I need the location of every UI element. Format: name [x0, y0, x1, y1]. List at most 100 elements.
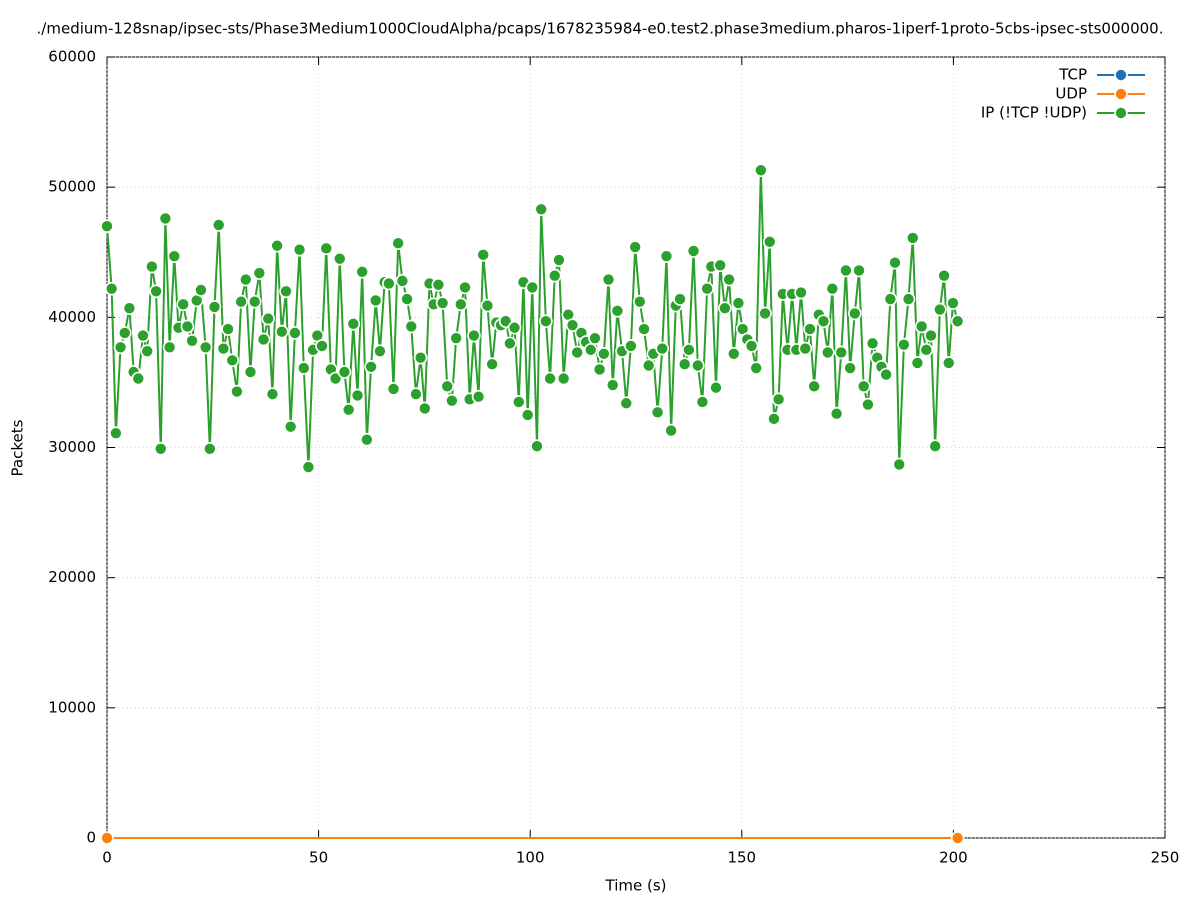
- data-point: [198, 340, 213, 355]
- data-point: [695, 395, 710, 409]
- data-point: [247, 294, 262, 309]
- data-point: [167, 249, 182, 263]
- data-point: [234, 294, 248, 309]
- data-point: [655, 341, 670, 356]
- x-tick-label: 200: [939, 849, 968, 867]
- data-point: [825, 281, 840, 296]
- data-point: [203, 442, 217, 456]
- y-tick-label: 30000: [48, 438, 96, 456]
- data-point: [109, 426, 123, 440]
- series-line: [106, 170, 959, 468]
- data-point: [767, 412, 781, 426]
- x-tick-label: 0: [102, 849, 112, 867]
- data-point: [633, 294, 647, 309]
- data-point: [207, 300, 222, 314]
- data-point: [534, 202, 549, 217]
- data-point: [100, 831, 114, 845]
- data-point: [418, 401, 432, 416]
- data-point: [355, 264, 369, 279]
- data-point: [136, 328, 150, 343]
- data-point: [449, 331, 463, 345]
- data-point: [709, 380, 723, 395]
- data-point: [807, 379, 821, 394]
- data-point: [865, 336, 880, 351]
- data-point: [597, 346, 611, 361]
- data-point: [440, 379, 455, 394]
- data-point: [713, 258, 728, 273]
- data-point: [659, 249, 674, 263]
- data-point: [664, 423, 678, 438]
- legend-label: UDP: [1055, 85, 1087, 103]
- data-point: [194, 283, 208, 297]
- data-point: [883, 292, 898, 306]
- y-tick-label: 10000: [48, 698, 96, 716]
- data-point: [409, 387, 423, 401]
- data-point: [243, 365, 258, 379]
- data-point: [530, 439, 544, 453]
- data-point: [650, 405, 665, 420]
- data-point: [319, 241, 334, 256]
- data-point: [583, 343, 598, 357]
- data-point: [686, 244, 701, 258]
- data-point: [624, 339, 638, 353]
- data-point: [803, 322, 817, 336]
- data-point: [726, 346, 741, 361]
- data-point: [332, 251, 347, 266]
- data-point: [758, 306, 772, 321]
- data-point: [364, 359, 378, 374]
- legend-label: IP (!TCP !UDP): [981, 104, 1087, 122]
- data-point: [919, 343, 934, 357]
- data-point: [588, 331, 602, 345]
- data-point: [498, 314, 513, 329]
- data-point: [888, 255, 902, 270]
- data-point: [879, 367, 893, 382]
- data-point: [341, 402, 356, 417]
- data-point: [252, 266, 267, 280]
- data-point: [131, 371, 146, 386]
- data-point: [754, 163, 768, 178]
- data-point: [140, 344, 155, 358]
- data-point: [718, 301, 732, 316]
- data-point: [503, 336, 517, 351]
- data-point: [637, 322, 651, 336]
- data-point: [839, 263, 853, 278]
- data-point: [261, 311, 276, 326]
- data-point: [731, 296, 746, 310]
- data-point: [794, 285, 808, 300]
- data-point: [924, 328, 938, 343]
- data-point: [749, 361, 763, 375]
- data-point: [100, 219, 114, 234]
- data-point: [315, 339, 329, 353]
- data-point: [771, 392, 786, 407]
- data-point: [221, 322, 235, 336]
- data-point: [162, 340, 177, 355]
- data-point: [861, 397, 875, 412]
- data-point: [230, 384, 244, 399]
- data-point: [404, 319, 419, 334]
- data-point: [892, 457, 907, 472]
- data-point: [565, 318, 580, 332]
- legend-marker: [1114, 68, 1128, 82]
- data-point: [476, 248, 491, 262]
- y-tick-label: 20000: [48, 568, 96, 586]
- x-axis-label: Time (s): [605, 877, 667, 895]
- data-point: [485, 357, 499, 371]
- data-point: [552, 253, 566, 267]
- data-point: [176, 297, 190, 312]
- data-point: [525, 280, 540, 295]
- data-point: [641, 358, 656, 373]
- data-point: [901, 292, 916, 306]
- data-point: [467, 328, 481, 343]
- data-point: [225, 353, 240, 368]
- data-point: [933, 302, 947, 317]
- data-point: [153, 442, 168, 456]
- data-point: [328, 371, 343, 386]
- data-point: [382, 276, 396, 291]
- data-point: [950, 831, 965, 845]
- data-point: [816, 314, 831, 329]
- data-point: [145, 259, 159, 274]
- data-point: [239, 272, 253, 287]
- data-point: [520, 408, 535, 422]
- data-point: [279, 284, 293, 299]
- legend-marker: [1114, 106, 1128, 120]
